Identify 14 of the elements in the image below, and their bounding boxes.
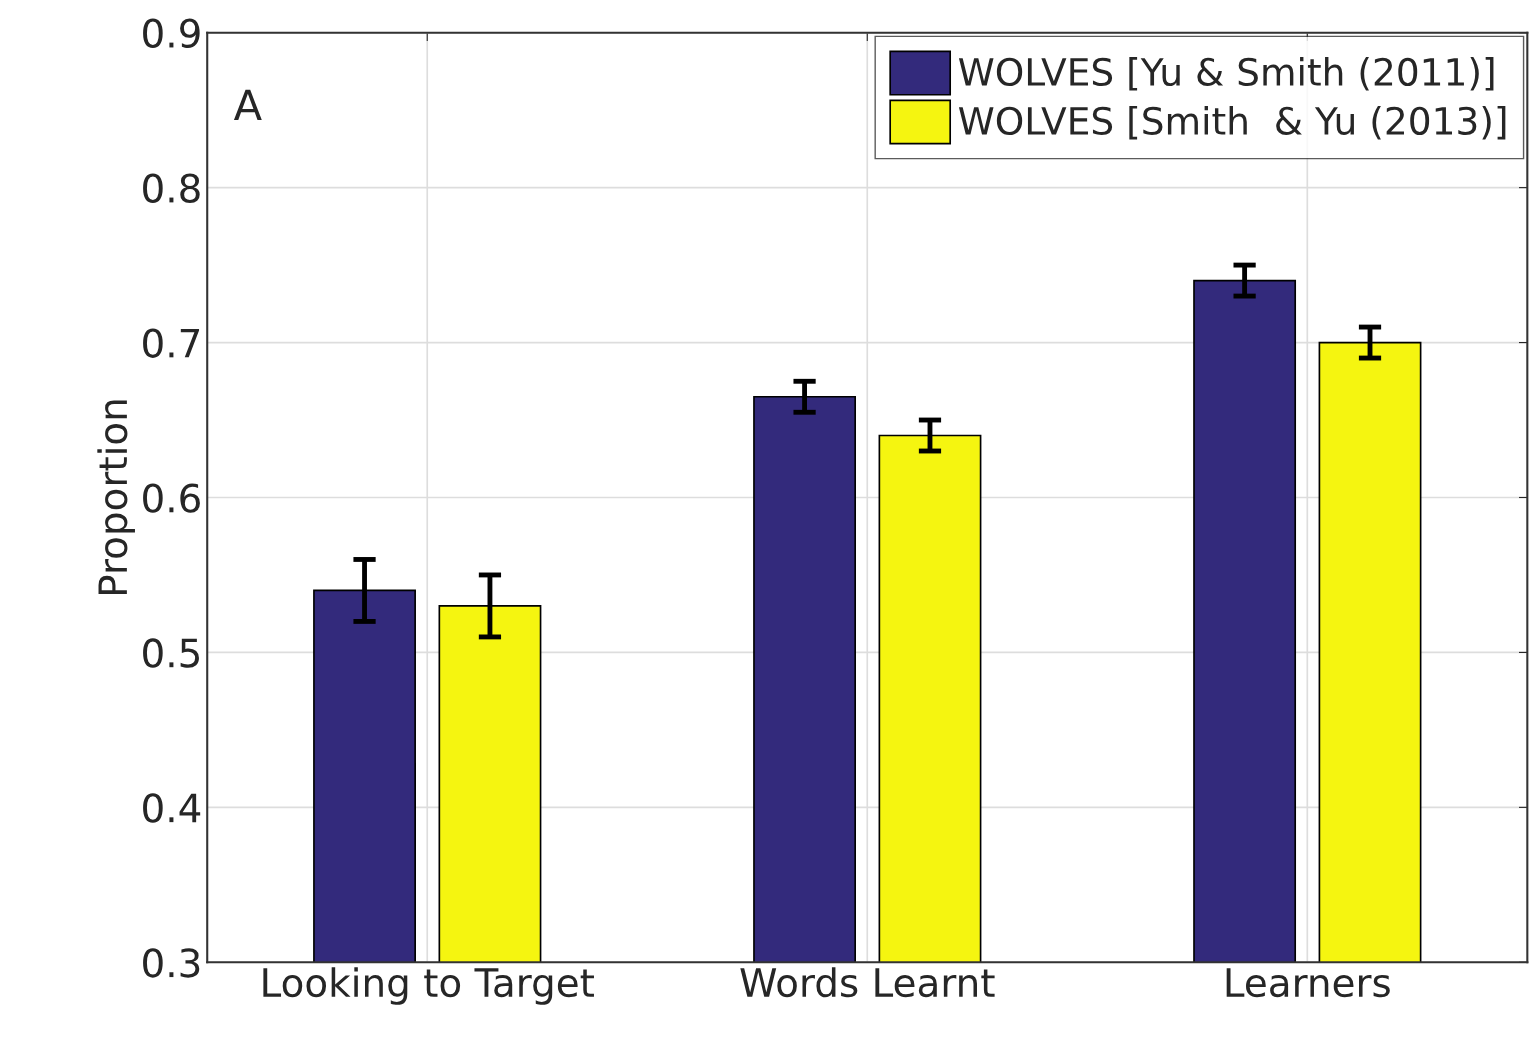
- y-tick-label: 0.6: [143, 483, 200, 513]
- y-tick-label: 0.7: [143, 328, 200, 358]
- legend-label: WOLVES [Smith & Yu (2013)]: [958, 105, 1506, 140]
- x-tick-label: Words Learnt: [740, 967, 995, 998]
- x-tick-label: Learners: [1226, 968, 1390, 998]
- y-tick-label: 0.9: [143, 18, 200, 48]
- y-tick-label: 0.3: [143, 948, 200, 978]
- y-axis-title: Proportion: [97, 400, 135, 594]
- x-tick-label: Looking to Target: [263, 967, 594, 1005]
- y-tick-label: 0.8: [143, 173, 200, 203]
- legend-label: WOLVES [Yu & Smith (2011)]: [958, 57, 1494, 91]
- y-tick-label: 0.4: [143, 793, 201, 823]
- annotation: A: [233, 89, 262, 121]
- y-tick-label: 0.5: [143, 638, 199, 668]
